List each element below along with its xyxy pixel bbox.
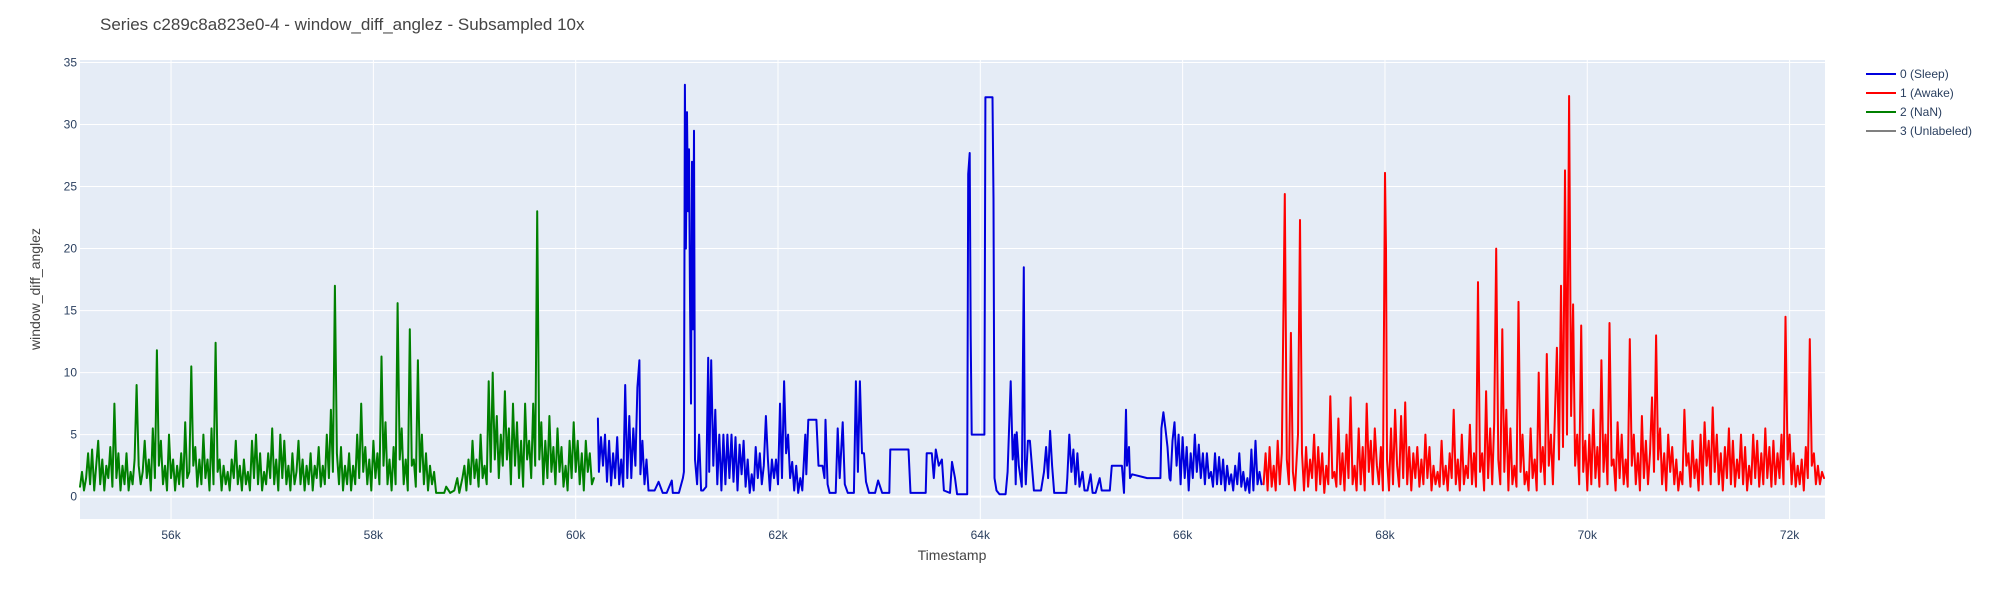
x-tick-labels: 56k 58k 60k 62k 64k 66k 68k 70k 72k	[161, 528, 1800, 542]
series-line-2-nan	[79, 210, 595, 494]
y-tick-label: 15	[64, 304, 78, 318]
legend-label: 3 (Unlabeled)	[1900, 124, 1972, 138]
legend-item-3-unlabeled[interactable]: 3 (Unlabeled)	[1866, 124, 1972, 138]
legend-label: 0 (Sleep)	[1900, 67, 1949, 81]
x-tick-label: 72k	[1780, 528, 1800, 542]
x-tick-label: 64k	[971, 528, 991, 542]
chart-title: Series c289c8a823e0-4 - window_diff_angl…	[100, 15, 585, 34]
legend-label: 2 (NaN)	[1900, 105, 1942, 119]
y-axis-title: window_diff_anglez	[27, 228, 43, 351]
y-tick-label: 30	[64, 118, 78, 132]
plot-area	[80, 60, 1825, 519]
x-tick-label: 68k	[1375, 528, 1395, 542]
series-line-0-sleep	[596, 83, 1263, 496]
series-line-1-awake	[1262, 95, 1825, 494]
legend-item-1-awake[interactable]: 1 (Awake)	[1866, 86, 1954, 100]
legend-label: 1 (Awake)	[1900, 86, 1954, 100]
series-layer	[79, 83, 1825, 496]
legend-item-2-nan[interactable]: 2 (NaN)	[1866, 105, 1942, 119]
y-tick-label: 10	[64, 366, 78, 380]
legend[interactable]: 0 (Sleep) 1 (Awake) 2 (NaN) 3 (Unlabeled)	[1866, 67, 1972, 138]
y-gridlines	[80, 61, 1825, 498]
y-tick-label: 0	[70, 490, 77, 504]
y-tick-label: 5	[70, 428, 77, 442]
y-tick-label: 20	[64, 242, 78, 256]
x-gridlines	[170, 60, 1791, 519]
x-tick-label: 70k	[1578, 528, 1598, 542]
y-tick-label: 25	[64, 180, 78, 194]
x-tick-label: 66k	[1173, 528, 1193, 542]
x-tick-label: 60k	[566, 528, 586, 542]
legend-item-0-sleep[interactable]: 0 (Sleep)	[1866, 67, 1949, 81]
y-tick-label: 35	[64, 55, 78, 69]
x-tick-label: 58k	[364, 528, 384, 542]
x-tick-label: 56k	[161, 528, 181, 542]
x-axis-title: Timestamp	[918, 547, 987, 563]
x-tick-label: 62k	[768, 528, 788, 542]
y-tick-labels: 0 5 10 15 20 25 30 35	[64, 55, 78, 503]
